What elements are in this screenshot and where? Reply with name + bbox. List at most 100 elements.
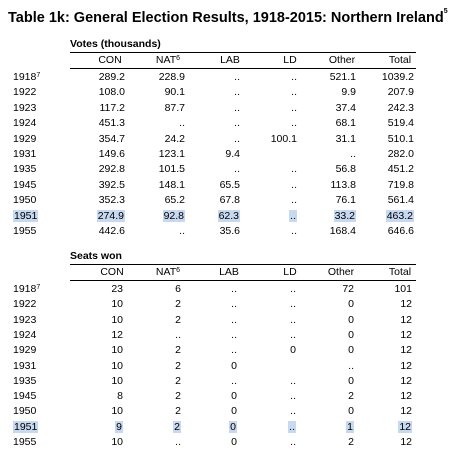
cell-text: .. — [179, 117, 185, 130]
column-header-text: NAT — [155, 266, 177, 278]
cell-text: 0 — [290, 344, 296, 357]
cell: 2 — [121, 405, 181, 418]
cell: 8 — [63, 390, 123, 403]
row-year: 1955 — [13, 436, 36, 449]
cell-text: 31.1 — [335, 132, 356, 145]
cell: 510.1 — [354, 133, 414, 146]
cell: .. — [180, 71, 240, 84]
cell: 33.2 — [296, 209, 356, 223]
cell: 282.0 — [354, 148, 414, 161]
cell-text: 168.4 — [329, 225, 356, 237]
cell-text: .. — [291, 117, 297, 130]
cell: 1039.2 — [354, 71, 414, 84]
column-header: NAT6 — [138, 266, 198, 279]
cell: 0 — [294, 329, 354, 342]
column-footnote: 6 — [176, 55, 181, 62]
section-rule — [70, 52, 416, 53]
cell: .. — [237, 225, 297, 238]
cell-text: .. — [231, 283, 237, 295]
cell: 168.4 — [296, 225, 356, 238]
year-text: 1923 — [13, 101, 37, 114]
cell: 274.9 — [65, 209, 125, 223]
cell-text: 561.4 — [387, 194, 414, 207]
column-header-text: Other — [328, 54, 356, 66]
cell-text: 1 — [346, 420, 354, 433]
cell-text: 463.2 — [385, 209, 414, 222]
cell-text: 0 — [348, 298, 354, 311]
year-text: 1918 — [13, 71, 37, 83]
cell-text: 392.5 — [98, 178, 125, 191]
cell-text: .. — [348, 359, 354, 372]
cell: 442.6 — [65, 225, 125, 238]
cell: .. — [237, 102, 297, 115]
cell-text: 2 — [175, 344, 181, 357]
column-header-text: Total — [388, 266, 412, 278]
row-year: 19187 — [13, 283, 40, 296]
row-year: 1923 — [13, 314, 36, 327]
cell-text: .. — [234, 132, 240, 145]
cell-text: 12 — [400, 298, 412, 311]
cell: 149.6 — [65, 148, 125, 161]
cell: 108.0 — [65, 86, 125, 99]
cell: 87.7 — [125, 102, 185, 115]
cell-text: 2 — [175, 405, 181, 418]
cell: 10 — [63, 360, 123, 373]
column-header-text: LD — [283, 54, 297, 66]
cell: 90.1 — [125, 86, 185, 99]
year-text: 1955 — [13, 225, 37, 237]
year-text: 1950 — [13, 194, 37, 207]
cell-text: .. — [291, 225, 297, 237]
header-rule — [70, 280, 416, 281]
row-year: 1931 — [13, 148, 36, 161]
cell-text: 67.8 — [219, 194, 240, 207]
cell: .. — [237, 179, 297, 192]
cell: 2 — [121, 375, 181, 388]
cell: .. — [180, 163, 240, 176]
cell-text: 148.1 — [158, 178, 185, 191]
column-header: Total — [370, 54, 430, 67]
column-header: Other — [311, 266, 371, 279]
cell: .. — [177, 314, 237, 327]
cell-text: .. — [290, 328, 296, 341]
column-header: LD — [260, 54, 320, 67]
cell-text: 2 — [175, 313, 181, 326]
cell: 68.1 — [296, 117, 356, 130]
cell: 0 — [294, 344, 354, 357]
cell: 0 — [177, 405, 237, 418]
cell-text: 12 — [111, 328, 123, 341]
cell: 207.9 — [354, 86, 414, 99]
cell: 12 — [352, 360, 412, 373]
cell: .. — [237, 86, 297, 99]
cell: 12 — [352, 298, 412, 311]
cell-text: 12 — [400, 313, 412, 326]
cell-text: .. — [288, 420, 296, 433]
cell: 228.9 — [125, 71, 185, 84]
cell: 2 — [121, 298, 181, 311]
cell: 76.1 — [296, 194, 356, 207]
cell: 0 — [177, 436, 237, 449]
cell-text: 9.9 — [341, 86, 356, 99]
cell: .. — [236, 375, 296, 388]
cell: 2 — [121, 344, 181, 357]
cell: 12 — [63, 329, 123, 342]
cell-text: .. — [231, 328, 237, 341]
cell: .. — [236, 283, 296, 296]
cell-text: 10 — [111, 344, 123, 357]
column-header: CON — [82, 266, 142, 279]
title-text: Table 1k: General Election Results, 1918… — [8, 10, 444, 26]
cell: .. — [296, 148, 356, 161]
cell-text: 0 — [231, 405, 237, 418]
cell-text: 10 — [111, 359, 123, 372]
row-year: 1955 — [13, 225, 36, 238]
row-year: 1935 — [13, 375, 36, 388]
cell: .. — [177, 283, 237, 296]
cell-text: 12 — [398, 420, 412, 433]
cell: .. — [237, 71, 297, 84]
cell: 9 — [63, 420, 123, 434]
cell-text: 242.3 — [387, 101, 414, 114]
cell: .. — [180, 86, 240, 99]
cell: 12 — [352, 436, 412, 449]
cell: 451.3 — [65, 117, 125, 130]
cell-text: 10 — [111, 313, 123, 326]
